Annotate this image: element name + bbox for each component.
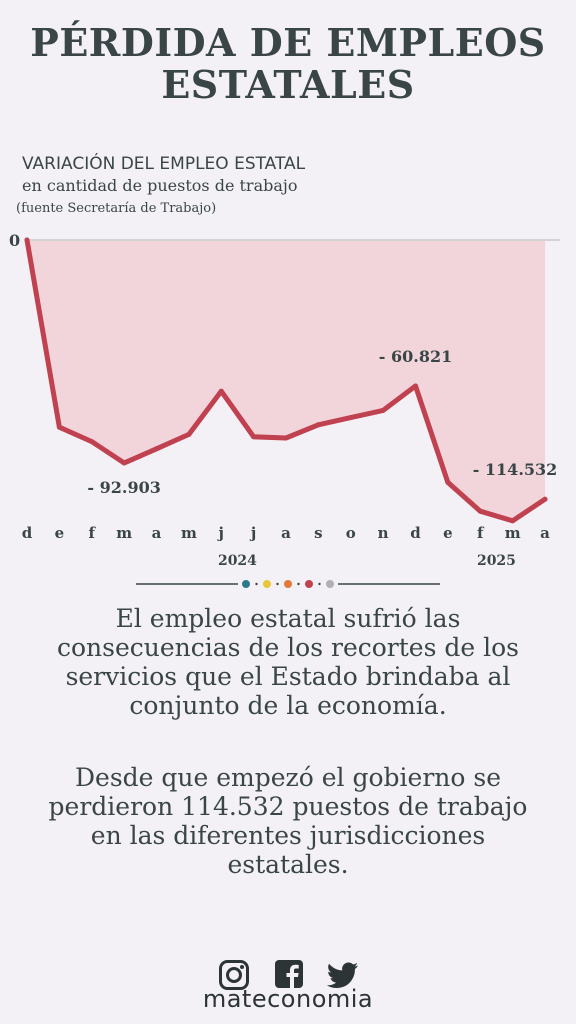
data-label: - 60.821 (379, 347, 452, 366)
paragraph-1: El empleo estatal sufrió las consecuenci… (56, 604, 519, 720)
divider-dot (326, 580, 334, 588)
x-tick-label: n (378, 524, 389, 542)
divider-dot (242, 580, 250, 588)
divider-small-dot (255, 582, 258, 586)
social-icons (219, 960, 358, 990)
data-point (283, 435, 289, 441)
x-tick-label: o (346, 524, 356, 542)
data-point (510, 518, 516, 524)
page-title: PÉRDIDA DE EMPLEOS ESTATALES (0, 22, 576, 106)
x-tick-label: a (281, 524, 291, 542)
x-tick-label: f (477, 524, 485, 542)
x-tick-label: a (540, 524, 550, 542)
data-point (413, 383, 418, 389)
x-tick-label: a (152, 524, 162, 542)
divider-small-dot (297, 582, 300, 586)
data-point (315, 422, 321, 428)
area-fill (27, 240, 545, 521)
instagram-icon[interactable] (219, 960, 249, 990)
x-tick-label: e (443, 524, 453, 542)
chart-source: (fuente Secretaría de Trabajo) (16, 201, 217, 216)
data-point (56, 424, 62, 430)
divider-small-dot (318, 582, 321, 586)
divider-dot (284, 580, 292, 588)
brand-logo-text: mateconomia (202, 985, 374, 1013)
title-line-1: PÉRDIDA DE EMPLEOS (30, 20, 546, 65)
data-point (251, 434, 257, 440)
data-point (24, 237, 30, 243)
data-point (154, 446, 159, 452)
data-point (218, 388, 224, 394)
x-tick-label: f (89, 524, 97, 542)
divider-dot (305, 580, 313, 588)
x-tick-label: j (249, 524, 256, 542)
title-line-2: ESTATALES (161, 62, 415, 107)
x-tick-label: d (22, 524, 33, 542)
data-point (477, 508, 483, 514)
employment-chart: 0 - 92.903 - 60.821 - 114.532 d e f m a m j j a s o n d e… (9, 231, 560, 569)
divider-dot (263, 580, 271, 588)
year-label: 2025 (477, 553, 516, 569)
facebook-icon[interactable] (275, 960, 303, 988)
x-tick-label: m (181, 524, 197, 542)
x-tick-label: m (505, 524, 521, 542)
data-point (380, 407, 386, 413)
data-point (121, 460, 127, 466)
data-point (445, 479, 451, 485)
paragraph-2: Desde que empezó el gobierno se perdiero… (48, 763, 528, 879)
chart-unit-label: en cantidad de puestos de trabajo (22, 176, 298, 195)
divider (136, 580, 440, 588)
divider-small-dot (276, 582, 279, 586)
data-point (542, 496, 548, 502)
x-tick-label: m (116, 524, 132, 542)
year-label: 2024 (218, 553, 257, 569)
divider-dots (242, 580, 334, 588)
data-label: - 92.903 (87, 478, 160, 497)
data-point (89, 439, 95, 445)
chart-subtitle: VARIACIÓN DEL EMPLEO ESTATAL (22, 154, 306, 174)
data-label: 0 (9, 231, 20, 250)
data-point (348, 415, 354, 421)
x-tick-label: d (410, 524, 421, 542)
data-point (186, 431, 192, 437)
x-tick-label: e (55, 524, 65, 542)
twitter-icon[interactable] (326, 962, 358, 989)
x-tick-label: s (314, 524, 322, 542)
data-label: - 114.532 (473, 460, 558, 479)
x-tick-label: j (217, 524, 224, 542)
